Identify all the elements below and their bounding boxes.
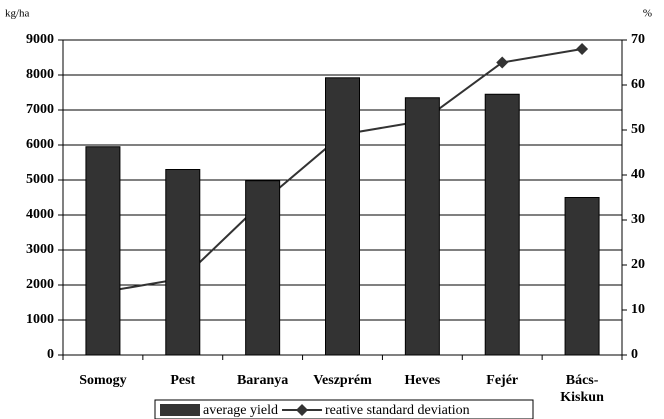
y-tick-label: 6000 [26, 137, 54, 152]
y2-tick-label: 0 [631, 347, 638, 362]
x-tick-label: Heves [404, 373, 440, 388]
y-tick-label: 4000 [26, 207, 54, 222]
x-tick-label: Bács-Kiskun [560, 373, 604, 405]
y-axis-label: kg/ha [5, 8, 30, 20]
legend-box [154, 399, 534, 419]
y-tick-label: 7000 [26, 102, 54, 117]
bar [484, 93, 520, 356]
x-tick-label: Veszprém [313, 373, 372, 388]
y-tick-label: 1000 [26, 312, 54, 327]
y-tick-label: 5000 [26, 172, 54, 187]
x-tick-label: Pest [170, 373, 195, 388]
bar [165, 169, 201, 356]
y-tick-label: 0 [47, 347, 54, 362]
legend-label: average yield [203, 403, 278, 418]
y2-axis-label: % [643, 8, 652, 20]
legend-swatch [160, 404, 200, 416]
x-tick-label: Fejér [486, 373, 518, 388]
x-tick-label: Baranya [237, 373, 288, 388]
y2-tick-label: 40 [631, 167, 645, 182]
y-tick-label: 9000 [26, 32, 54, 47]
y2-tick-label: 50 [631, 122, 645, 137]
line-marker [496, 56, 509, 69]
bar [85, 146, 121, 356]
bar [564, 197, 600, 356]
x-tick-label: Somogy [79, 373, 126, 388]
bar [404, 97, 440, 356]
y2-tick-label: 60 [631, 77, 645, 92]
y2-tick-label: 20 [631, 257, 645, 272]
legend-swatch-marker [296, 404, 309, 416]
y2-tick-label: 70 [631, 32, 645, 47]
y2-tick-label: 10 [631, 302, 645, 317]
y-tick-label: 3000 [26, 242, 54, 257]
legend-label: reative standard deviation [325, 403, 470, 418]
bar [325, 77, 360, 356]
y-tick-label: 2000 [26, 277, 54, 292]
y-tick-label: 8000 [26, 67, 54, 82]
bar [245, 180, 281, 356]
line-marker [576, 43, 589, 55]
y2-tick-label: 30 [631, 212, 645, 227]
